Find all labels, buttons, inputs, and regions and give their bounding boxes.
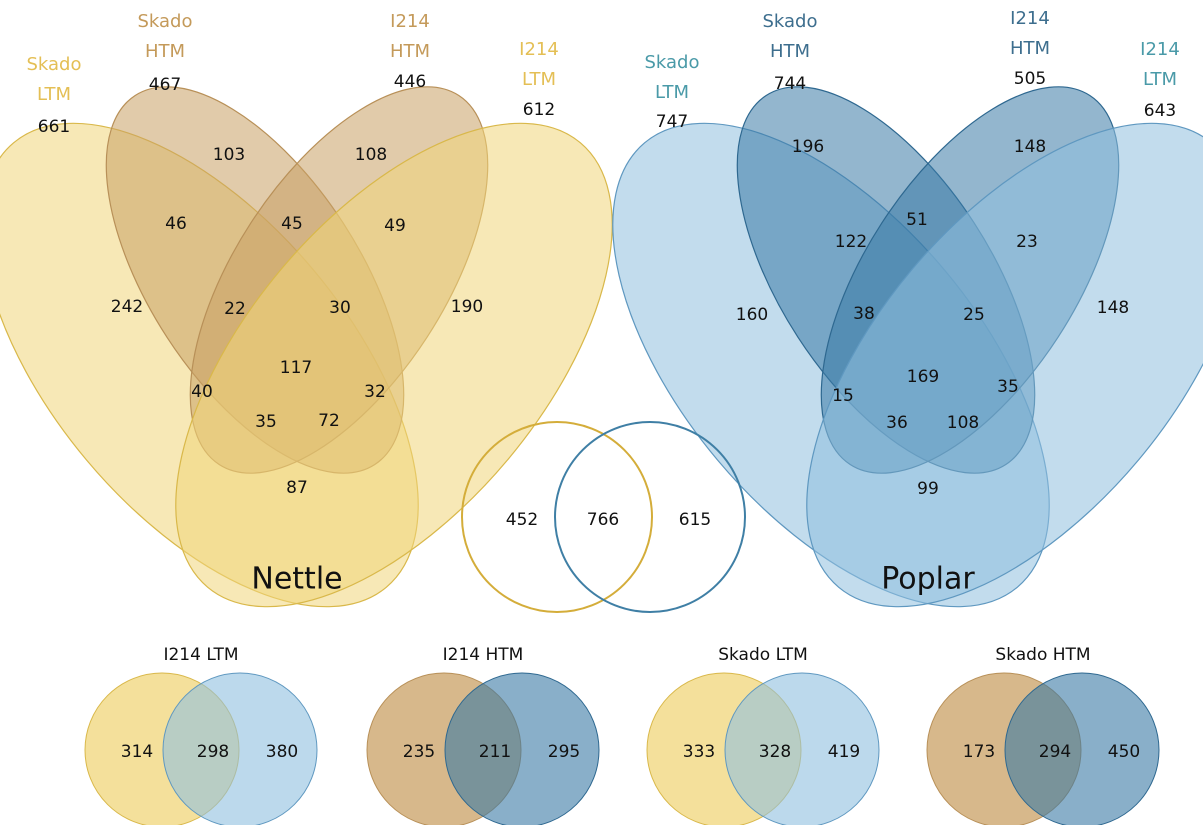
diagram-title: Poplar [881,562,975,597]
pair-title: I214 LTM [163,645,238,665]
set-name: LTM [522,69,556,90]
region-count: 45 [281,214,303,234]
region-count: 35 [255,412,277,432]
set-total: 467 [149,75,181,95]
poplar-circle [444,672,600,825]
region-count: 35 [997,377,1019,397]
set-name: HTM [390,41,430,62]
set-total: 612 [523,100,555,120]
set-name: HTM [145,41,185,62]
region-count: 30 [329,298,351,318]
region-count: 46 [165,214,187,234]
region-count: 22 [224,299,246,319]
diagram-title: Nettle [251,562,342,597]
set-name: Skado [137,11,192,32]
region-count: 122 [835,232,867,252]
pair-title: Skado LTM [718,645,808,665]
set-name: I214 [1140,39,1180,60]
set-name: I214 [1010,8,1050,29]
pair-count: 314 [121,742,153,762]
region-count: 196 [792,137,824,157]
region-count: 51 [906,210,928,230]
poplar-circle [1004,672,1160,825]
set-name: LTM [1143,69,1177,90]
region-count: 87 [286,478,308,498]
set-ellipse [175,122,613,608]
set-total: 744 [774,74,806,94]
set-name: Skado [762,11,817,32]
region-count: 25 [963,305,985,325]
pair-count: 211 [479,742,511,762]
pair-title: I214 HTM [443,645,524,665]
overlap-count: 452 [506,510,538,530]
set-name: LTM [37,84,71,105]
region-count: 148 [1014,137,1046,157]
poplar-circle [162,672,318,825]
region-count: 36 [886,413,908,433]
pair-title: Skado HTM [995,645,1090,665]
region-count: 242 [111,297,143,317]
poplar-circle [724,672,880,825]
set-name: Skado [26,54,81,75]
region-count: 40 [191,382,213,402]
set-name: LTM [655,82,689,103]
region-count: 108 [355,145,387,165]
region-count: 15 [832,386,854,406]
set-name: HTM [1010,38,1050,59]
pair-count: 235 [403,742,435,762]
pair-count: 419 [828,742,860,762]
nettle-circle [461,421,653,613]
region-count: 23 [1016,232,1038,252]
poplar-circle [554,421,746,613]
set-total: 643 [1144,101,1176,121]
region-count: 117 [280,358,312,378]
pair-count: 450 [1108,742,1140,762]
region-count: 190 [451,297,483,317]
set-name: I214 [519,39,559,60]
pair-count: 328 [759,742,791,762]
region-count: 160 [736,305,768,325]
overlap-count: 766 [587,510,619,530]
overlap-count: 615 [679,510,711,530]
region-count: 32 [364,382,386,402]
set-ellipse [806,122,1203,608]
region-count: 38 [853,304,875,324]
region-count: 169 [907,367,939,387]
pair-count: 294 [1039,742,1071,762]
region-count: 148 [1097,298,1129,318]
region-count: 108 [947,413,979,433]
region-count: 49 [384,216,406,236]
set-total: 505 [1014,69,1046,89]
region-count: 72 [318,411,340,431]
set-name: I214 [390,11,430,32]
set-total: 446 [394,72,426,92]
pair-count: 173 [963,742,995,762]
pair-count: 295 [548,742,580,762]
region-count: 103 [213,145,245,165]
set-name: Skado [644,52,699,73]
pair-count: 333 [683,742,715,762]
set-total: 661 [38,117,70,137]
set-name: HTM [770,41,810,62]
pair-count: 298 [197,742,229,762]
pair-count: 380 [266,742,298,762]
set-total: 747 [656,112,688,132]
region-count: 99 [917,479,939,499]
